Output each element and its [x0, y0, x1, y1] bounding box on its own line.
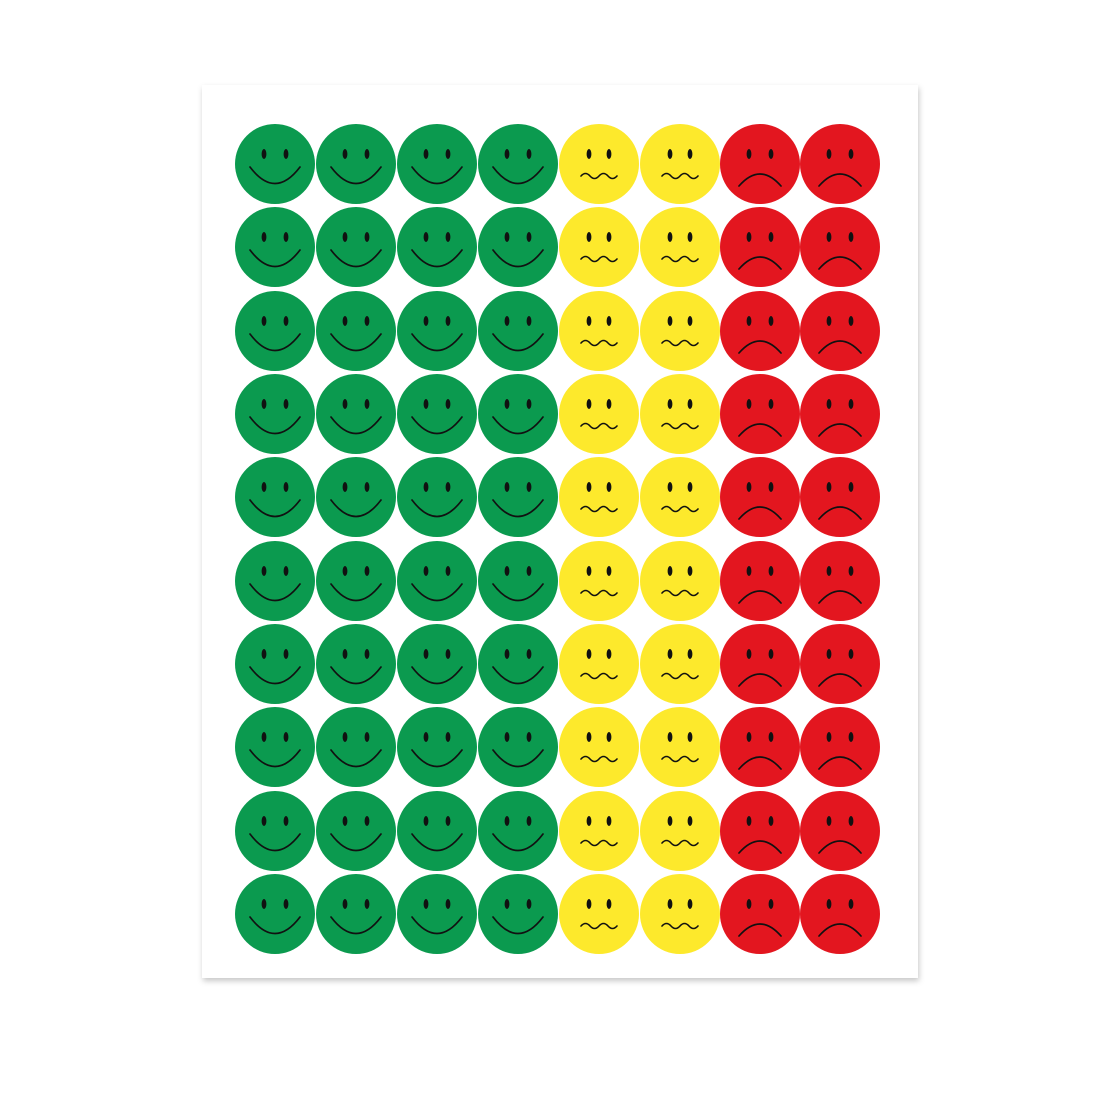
worried-sticker	[558, 790, 640, 872]
sad-sticker	[799, 123, 881, 205]
happy-sticker	[477, 706, 559, 788]
happy-sticker	[477, 456, 559, 538]
happy-sticker	[315, 123, 397, 205]
happy-sticker	[396, 290, 478, 372]
happy-sticker	[477, 290, 559, 372]
worried-sticker	[558, 540, 640, 622]
worried-sticker	[639, 873, 721, 955]
sad-sticker	[719, 706, 801, 788]
happy-sticker	[234, 790, 316, 872]
happy-sticker	[315, 373, 397, 455]
worried-sticker	[639, 456, 721, 538]
happy-sticker	[396, 123, 478, 205]
happy-sticker	[396, 873, 478, 955]
sad-sticker	[719, 790, 801, 872]
happy-sticker	[315, 790, 397, 872]
happy-sticker	[315, 290, 397, 372]
happy-sticker	[315, 706, 397, 788]
happy-sticker	[234, 456, 316, 538]
happy-sticker	[234, 123, 316, 205]
happy-sticker	[396, 623, 478, 705]
happy-sticker	[396, 706, 478, 788]
happy-sticker	[234, 206, 316, 288]
worried-sticker	[639, 790, 721, 872]
happy-sticker	[234, 373, 316, 455]
sad-sticker	[719, 623, 801, 705]
happy-sticker	[477, 873, 559, 955]
sad-sticker	[799, 456, 881, 538]
happy-sticker	[477, 790, 559, 872]
worried-sticker	[639, 373, 721, 455]
happy-sticker	[396, 540, 478, 622]
happy-sticker	[315, 873, 397, 955]
happy-sticker	[234, 623, 316, 705]
sad-sticker	[799, 790, 881, 872]
happy-sticker	[477, 373, 559, 455]
worried-sticker	[558, 873, 640, 955]
sad-sticker	[799, 206, 881, 288]
sad-sticker	[719, 123, 801, 205]
happy-sticker	[315, 456, 397, 538]
happy-sticker	[315, 540, 397, 622]
happy-sticker	[234, 540, 316, 622]
happy-sticker	[234, 873, 316, 955]
worried-sticker	[558, 206, 640, 288]
worried-sticker	[639, 123, 721, 205]
sad-sticker	[719, 540, 801, 622]
happy-sticker	[396, 373, 478, 455]
sad-sticker	[799, 706, 881, 788]
worried-sticker	[558, 290, 640, 372]
happy-sticker	[477, 123, 559, 205]
worried-sticker	[558, 373, 640, 455]
worried-sticker	[558, 123, 640, 205]
happy-sticker	[477, 540, 559, 622]
happy-sticker	[315, 206, 397, 288]
happy-sticker	[477, 623, 559, 705]
sad-sticker	[719, 373, 801, 455]
happy-sticker	[396, 456, 478, 538]
worried-sticker	[639, 623, 721, 705]
worried-sticker	[558, 706, 640, 788]
worried-sticker	[639, 706, 721, 788]
sad-sticker	[719, 873, 801, 955]
sad-sticker	[719, 456, 801, 538]
happy-sticker	[315, 623, 397, 705]
worried-sticker	[639, 290, 721, 372]
sad-sticker	[719, 290, 801, 372]
happy-sticker	[396, 206, 478, 288]
sad-sticker	[799, 290, 881, 372]
worried-sticker	[558, 623, 640, 705]
happy-sticker	[477, 206, 559, 288]
sad-sticker	[719, 206, 801, 288]
worried-sticker	[558, 456, 640, 538]
worried-sticker	[639, 540, 721, 622]
happy-sticker	[234, 706, 316, 788]
happy-sticker	[234, 290, 316, 372]
worried-sticker	[639, 206, 721, 288]
sad-sticker	[799, 873, 881, 955]
sad-sticker	[799, 540, 881, 622]
sad-sticker	[799, 623, 881, 705]
sad-sticker	[799, 373, 881, 455]
happy-sticker	[396, 790, 478, 872]
